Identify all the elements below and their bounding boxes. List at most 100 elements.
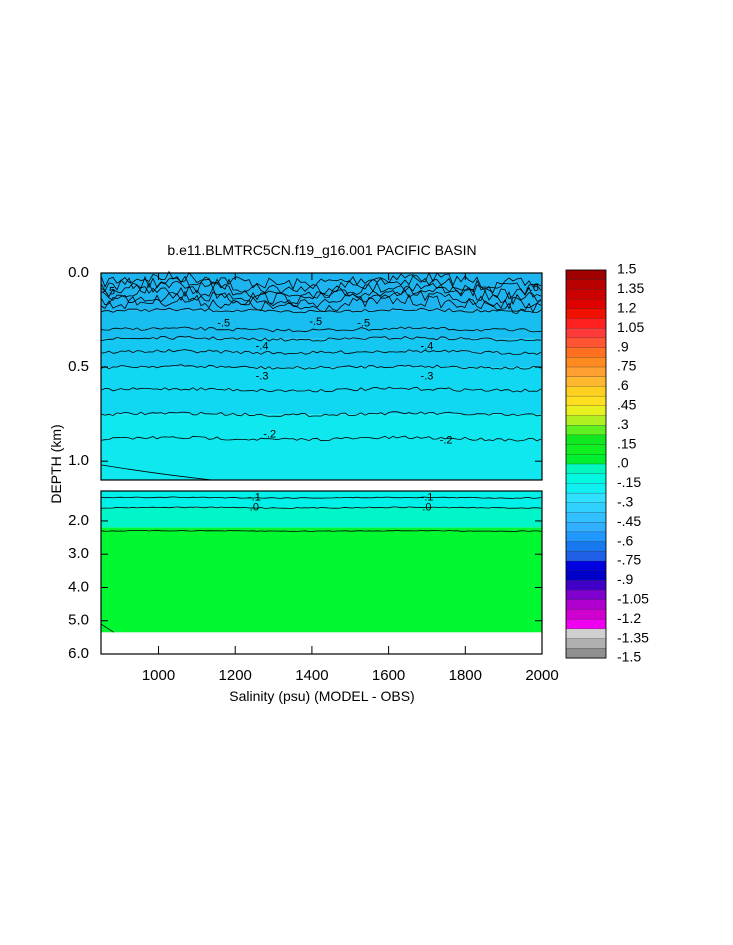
colorbar-box-25 (565, 512, 607, 523)
surface-contour-3 (100, 285, 542, 306)
fill-layer-3 (101, 367, 542, 415)
upper-contour-6 (100, 411, 542, 417)
colorbar-label-6: .6 (617, 377, 629, 393)
lower-y-tick-label-3: 5.0 (68, 612, 89, 629)
lower-panel-contours (100, 496, 542, 654)
lower-y-tick-label-2: 4.0 (68, 578, 89, 595)
colorbar-label-13: -.45 (617, 513, 641, 529)
colorbar-label-8: .3 (617, 416, 629, 432)
chart-title: b.e11.BLMTRC5CN.f19_g16.001 PACIFIC BASI… (167, 242, 476, 258)
colorbar (565, 269, 607, 659)
upper-contour-7 (100, 435, 542, 442)
colorbar-label-20: -1.5 (617, 649, 641, 665)
lower-contour-1 (100, 506, 542, 509)
upper-panel-frame (100, 272, 543, 481)
fill-layer-2 (101, 338, 542, 368)
colorbar-label-16: -.9 (617, 571, 634, 587)
upper-contour-label-5: -.4 (256, 340, 269, 352)
lower-panel: -.1 -.1.0.0 2.03.04.05.06.0 1000 1200 1400 1… (68, 273, 559, 684)
upper-contour-3 (100, 349, 542, 355)
x-axis: 1000 1200 1400 1600 1800 2000 (142, 273, 559, 684)
colorbar-label-3: 1.05 (617, 319, 644, 335)
lower-y-tick-label-0: 2.0 (68, 512, 89, 529)
colorbar-label-9: .15 (617, 435, 637, 451)
fill-layer-5 (101, 491, 542, 508)
colorbar-box-23 (565, 492, 607, 504)
colorbar-label-17: -1.05 (617, 591, 649, 607)
lower-panel-frame (100, 490, 543, 655)
lower-contour-label-0: -.1 (248, 492, 261, 504)
upper-y-tick-label-0: 0.0 (68, 264, 89, 281)
colorbar-box-29 (565, 551, 607, 562)
colorbar-box-11 (565, 376, 607, 387)
colorbar-label-12: -.3 (617, 494, 634, 510)
x-tick-label-1: 1200 (219, 667, 252, 684)
upper-contour-2 (100, 335, 542, 342)
lower-panel-fill (101, 491, 542, 633)
x-tick-label-3: 1600 (372, 667, 405, 684)
upper-contour-5 (100, 386, 542, 393)
colorbar-box-26 (565, 522, 607, 533)
colorbar-box-32 (565, 580, 607, 591)
upper-contour-1 (100, 326, 542, 333)
surface-contour-1 (100, 275, 542, 295)
upper-contour-label-8: -.3 (421, 370, 434, 382)
colorbar-box-5 (565, 318, 607, 329)
colorbar-box-3 (565, 298, 607, 310)
colorbar-box-0 (565, 269, 607, 281)
fill-layer-7 (101, 527, 542, 633)
colorbar-box-39 (565, 648, 607, 659)
colorbar-box-6 (565, 328, 607, 339)
colorbar-box-22 (565, 483, 607, 494)
x-tick-label-4: 1800 (449, 667, 482, 684)
upper-contour-label-6: -.4 (421, 340, 434, 352)
lower-contour-0 (100, 496, 542, 499)
colorbar-box-20 (565, 463, 607, 475)
colorbar-frame (565, 269, 607, 659)
upper-contour-4 (100, 364, 542, 370)
colorbar-box-19 (565, 454, 607, 465)
colorbar-box-15 (565, 415, 607, 426)
lower-y-tick-label-4: 6.0 (68, 645, 89, 662)
colorbar-label-11: -.15 (617, 474, 641, 490)
lower-contour-label-3: .0 (422, 502, 431, 514)
upper-contour-label-4: -.5 (357, 318, 370, 330)
colorbar-box-14 (565, 405, 607, 417)
colorbar-label-7: .45 (617, 397, 637, 413)
colorbar-box-12 (565, 386, 607, 397)
colorbar-label-2: 1.2 (617, 300, 637, 316)
upper-contour-label-9: -.2 (263, 429, 276, 441)
colorbar-box-4 (565, 308, 607, 320)
colorbar-labels: 1.5 1.35 1.2 1.05 .9 .75 .6 .45 .3 .15 .0 -.15 -.3 -.… (617, 261, 649, 665)
lower-contour-label-1: -.1 (421, 492, 434, 504)
upper-panel-fill (101, 273, 542, 480)
upper-contour-label-3: -.5 (309, 316, 322, 328)
colorbar-label-0: 1.5 (617, 261, 637, 277)
lower-contour-zero (100, 529, 542, 532)
colorbar-box-10 (565, 366, 607, 378)
colorbar-box-30 (565, 560, 607, 572)
ocean-floor-mask (102, 632, 542, 654)
x-tick-label-2: 1400 (295, 667, 328, 684)
colorbar-label-14: -.6 (617, 532, 634, 548)
upper-contour-0 (100, 307, 542, 314)
colorbar-box-18 (565, 444, 607, 455)
lower-panel-contour-labels: -.1 -.1.0.0 (248, 492, 433, 514)
colorbar-box-13 (565, 395, 607, 407)
upper-panel-contour-labels: -.6 -.5 -.5 -.5 -.5 -.4 -.4 -.3 -.3 -.2 -.2 (102, 282, 539, 446)
colorbar-box-24 (565, 502, 607, 514)
bottom-contour (100, 623, 115, 633)
colorbar-box-38 (565, 638, 607, 649)
colorbar-box-2 (565, 289, 607, 300)
upper-panel-contours (100, 270, 542, 481)
colorbar-box-9 (565, 357, 607, 368)
colorbar-box-35 (565, 609, 607, 620)
colorbar-box-31 (565, 570, 607, 581)
x-tick-label-5: 2000 (525, 667, 558, 684)
upper-contour-label-7: -.3 (256, 370, 269, 382)
fill-layer-6 (101, 507, 542, 528)
upper-contour-label-2: -.5 (217, 318, 230, 330)
colorbar-box-8 (565, 347, 607, 358)
colorbar-box-7 (565, 337, 607, 349)
upper-y-tick-label-2: 1.0 (68, 452, 89, 469)
